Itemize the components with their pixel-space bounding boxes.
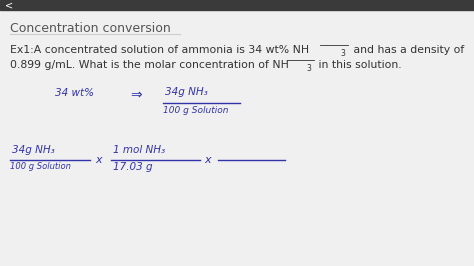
Text: in this solution.: in this solution. [315,60,401,70]
Text: 34 wt%: 34 wt% [55,88,94,98]
Text: 3: 3 [340,49,345,58]
Text: and has a density of: and has a density of [350,45,464,55]
Text: 17.03 g: 17.03 g [113,162,153,172]
Text: 100 g Solution: 100 g Solution [163,106,228,115]
Text: Concentration conversion: Concentration conversion [10,22,171,35]
Text: x: x [95,155,101,165]
Text: x: x [204,155,210,165]
Text: 1 mol NH₃: 1 mol NH₃ [113,145,165,155]
Text: ⇒: ⇒ [130,88,142,102]
Text: <: < [5,0,13,10]
Text: 34g NH₃: 34g NH₃ [165,87,208,97]
Text: 100 g Solution: 100 g Solution [10,162,71,171]
Text: 34g NH₃: 34g NH₃ [12,145,55,155]
Text: 0.899 g/mL. What is the molar concentration of NH: 0.899 g/mL. What is the molar concentrat… [10,60,289,70]
Text: Ex1:A concentrated solution of ammonia is 34 wt% NH: Ex1:A concentrated solution of ammonia i… [10,45,309,55]
Bar [0,0,474,10]
Text: 3: 3 [306,64,311,73]
